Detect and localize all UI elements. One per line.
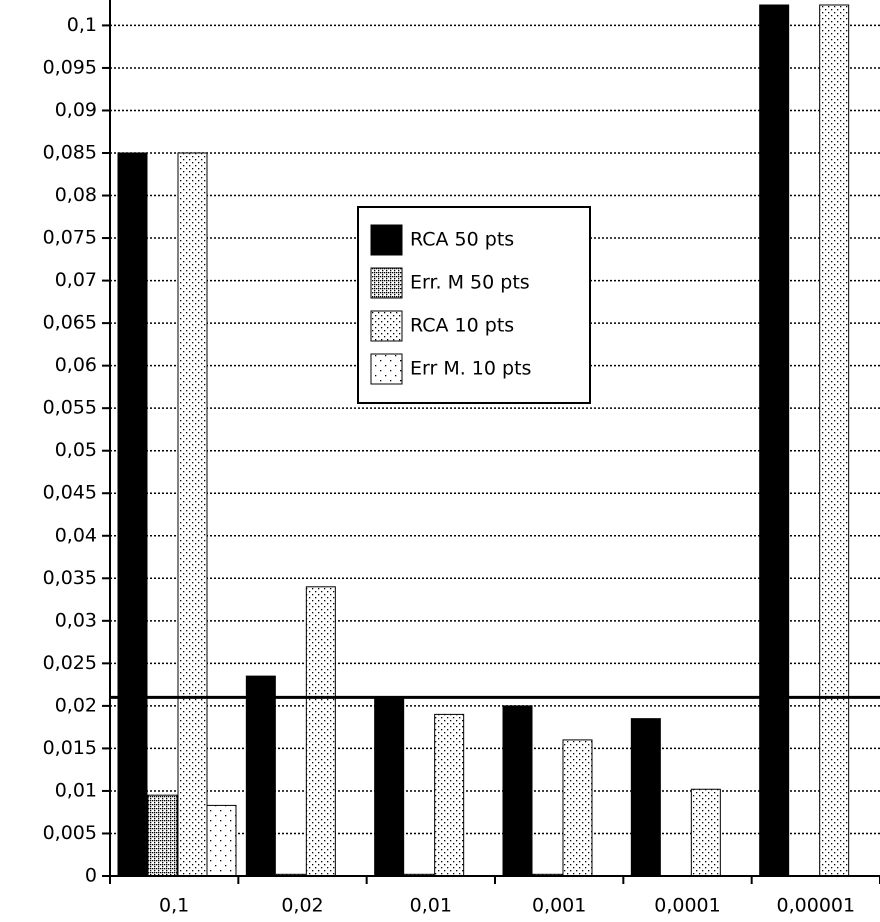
- y-tick-label: 0,015: [43, 737, 97, 759]
- y-tick-label: 0,01: [55, 779, 97, 801]
- legend-label: RCA 50 pts: [410, 229, 514, 251]
- y-tick-label: 0: [85, 865, 97, 887]
- y-tick-label: 0,1: [67, 14, 97, 36]
- x-tick-label: 0,01: [410, 895, 452, 917]
- bar: [562, 739, 593, 877]
- legend-swatch: [370, 267, 403, 299]
- y-tick-label: 0,085: [43, 142, 97, 164]
- y-tick-label: 0,025: [43, 652, 97, 674]
- y-tick-label: 0,095: [43, 56, 97, 78]
- y-tick-label: 0,075: [43, 227, 97, 249]
- bar: [245, 675, 276, 877]
- y-tick-label: 0,065: [43, 312, 97, 334]
- x-tick-label: 0,02: [281, 895, 323, 917]
- y-tick-label: 0,03: [55, 609, 97, 631]
- bar: [819, 4, 850, 877]
- legend-swatch: [370, 310, 403, 342]
- y-tick-label: 0,06: [55, 354, 97, 376]
- x-tick-label: 0,0001: [654, 895, 720, 917]
- bar: [630, 718, 661, 877]
- legend-label: Err. M 50 pts: [410, 272, 530, 294]
- y-tick-label: 0,045: [43, 482, 97, 504]
- bar: [147, 794, 178, 877]
- bar: [759, 4, 790, 877]
- bar: [177, 152, 208, 877]
- bar: [374, 696, 405, 877]
- legend-label: Err M. 10 pts: [410, 358, 531, 380]
- y-tick-label: 0,005: [43, 822, 97, 844]
- bar: [502, 705, 533, 877]
- bar: [206, 804, 237, 877]
- y-tick-label: 0,055: [43, 397, 97, 419]
- y-tick-label: 0,04: [55, 524, 97, 546]
- bar: [305, 586, 336, 877]
- x-tick-label: 0,1: [159, 895, 189, 917]
- y-tick-label: 0,05: [55, 439, 97, 461]
- bar: [690, 788, 721, 877]
- y-tick-label: 0,02: [55, 694, 97, 716]
- legend-label: RCA 10 pts: [410, 315, 514, 337]
- y-tick-label: 0,08: [55, 184, 97, 206]
- bar: [117, 152, 148, 877]
- legend-swatch: [370, 224, 403, 256]
- legend: RCA 50 pts Err. M 50 pts RCA 10 pts Err M. …: [357, 206, 591, 404]
- y-tick-label: 0,09: [55, 99, 97, 121]
- y-tick-label: 0,035: [43, 567, 97, 589]
- y-tick-label: 0,07: [55, 269, 97, 291]
- legend-swatch: [370, 353, 403, 385]
- x-tick-label: 0,00001: [777, 895, 856, 917]
- bar: [434, 713, 465, 877]
- x-tick-label: 0,001: [532, 895, 586, 917]
